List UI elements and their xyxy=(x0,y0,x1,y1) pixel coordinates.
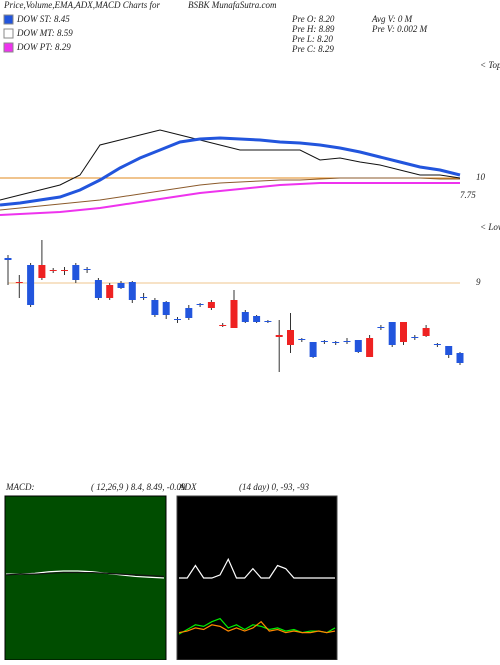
candle-body xyxy=(445,346,453,355)
legend-swatch xyxy=(3,14,14,25)
candle-body xyxy=(456,353,464,363)
candle-body xyxy=(320,341,328,342)
series-line xyxy=(5,571,165,578)
annotation: 7.75 xyxy=(460,190,476,200)
panel-subtitle: (14 day) 0, -93, -93 xyxy=(239,482,309,492)
candle-body xyxy=(117,283,125,288)
series-line xyxy=(6,570,165,579)
candle-body xyxy=(61,270,68,271)
candle-body xyxy=(185,308,193,318)
stat: Pre O: 8.20 xyxy=(291,14,335,24)
candle-body xyxy=(94,280,102,298)
stat: Pre C: 8.29 xyxy=(291,44,334,54)
legend-label: DOW MT: 8.59 xyxy=(16,28,73,38)
candle-body xyxy=(162,302,170,315)
series-line xyxy=(178,617,336,635)
candle-body xyxy=(106,285,114,298)
legend-swatch xyxy=(3,28,14,39)
candle-body xyxy=(343,341,351,342)
candle-body xyxy=(4,258,12,260)
candle-body xyxy=(298,339,306,340)
legend-swatch xyxy=(3,42,14,53)
series-line xyxy=(0,129,461,201)
y-tick-label: 10 xyxy=(476,172,486,182)
title: Price,Volume,EMA,ADX,MACD Charts for xyxy=(3,0,160,10)
candle-body xyxy=(411,337,419,338)
annotation: < Lows xyxy=(480,222,500,232)
candle-body xyxy=(49,270,57,271)
candle-body xyxy=(422,328,430,336)
candle-body xyxy=(354,340,362,352)
candle-body xyxy=(174,319,181,320)
candle-body xyxy=(388,322,396,345)
annotation: < Tops xyxy=(480,60,500,70)
candle-body xyxy=(287,330,294,345)
stat: Pre L: 8.20 xyxy=(291,34,333,44)
candle-body xyxy=(366,338,374,357)
candle-body xyxy=(72,265,80,280)
panel-title: MACD: xyxy=(5,482,35,492)
macd-panel xyxy=(4,495,167,661)
candle-body xyxy=(332,342,340,343)
legend-label: DOW PT: 8.29 xyxy=(16,42,71,52)
candle-body xyxy=(275,335,283,337)
y-tick-label: 9 xyxy=(476,277,481,287)
candle-body xyxy=(241,312,249,322)
candle-body xyxy=(377,327,385,328)
series-line xyxy=(0,136,461,207)
legend-label: DOW ST: 8.45 xyxy=(16,14,70,24)
series-line xyxy=(178,620,336,634)
candle-body xyxy=(38,265,46,278)
series-line xyxy=(0,177,460,211)
series-line xyxy=(0,182,460,216)
panel-title: ADX xyxy=(178,482,197,492)
stat: Pre V: 0.002 M xyxy=(371,24,428,34)
candle-body xyxy=(309,342,317,357)
series-line xyxy=(179,557,335,579)
candle-body xyxy=(151,300,159,315)
candle-body xyxy=(400,322,407,342)
stat: Pre H: 8.89 xyxy=(291,24,335,34)
candle-body xyxy=(264,321,272,322)
candle-body xyxy=(15,282,23,283)
stat: Avg V: 0 M xyxy=(371,14,413,24)
candle-body xyxy=(207,302,215,308)
site: BSBK MunafaSutra.com xyxy=(188,0,277,10)
candle-body xyxy=(83,269,91,270)
candle-body xyxy=(27,265,35,305)
candle-body xyxy=(219,325,227,326)
candle-body xyxy=(128,282,136,300)
candle-body xyxy=(230,300,238,328)
candle-body xyxy=(196,304,204,305)
panel-subtitle: ( 12,26,9 ) 8.4, 8.49, -0.09 xyxy=(91,482,186,492)
candle-body xyxy=(253,316,261,322)
candle-body xyxy=(140,297,148,298)
candle-body xyxy=(433,344,441,345)
